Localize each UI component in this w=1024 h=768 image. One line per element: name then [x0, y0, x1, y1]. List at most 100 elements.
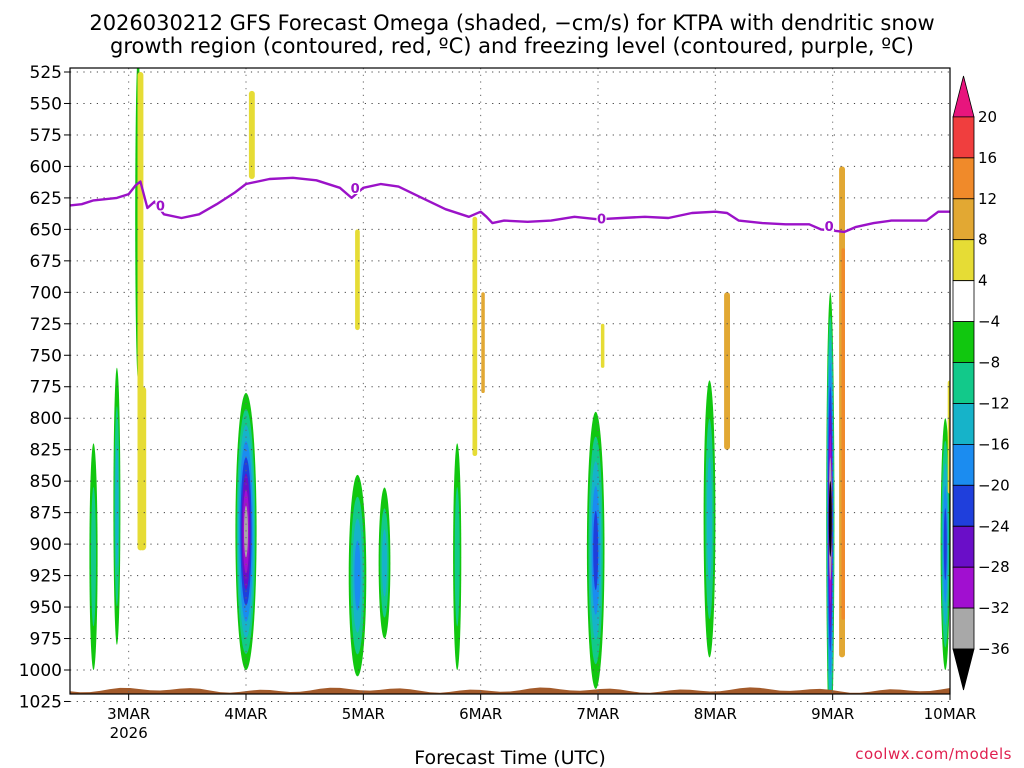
- omega-feature: [348, 474, 367, 677]
- colorbar-bin: [952, 443, 975, 486]
- freezing-label-bg: [596, 211, 607, 225]
- colorbar-label: −16: [978, 435, 1010, 453]
- x-tick-label: 10MAR: [924, 705, 977, 723]
- surface-terrain-band: [70, 687, 950, 694]
- colorbar-bin: [952, 239, 975, 281]
- y-tick-label: 525: [30, 63, 62, 83]
- freezing-label-bg: [824, 218, 835, 232]
- omega-contour-7: [454, 487, 460, 627]
- y-axis: 525 550 575 600 625 650 675 700 725 750 775 800 825 8…: [19, 63, 70, 712]
- freezing-label-bg: [155, 198, 166, 212]
- plot-frame: [69, 67, 951, 695]
- y-tick-label: 825: [30, 441, 62, 461]
- omega-contour-2: [115, 444, 119, 568]
- x-tick-label: 6MAR: [459, 705, 502, 723]
- y-tick-label: 750: [30, 346, 62, 366]
- y-tick-label: 875: [30, 504, 62, 524]
- omega-shading: [89, 68, 950, 694]
- x-tick-label: 3MAR: [107, 705, 150, 723]
- colorbar-label: −24: [978, 517, 1010, 535]
- omega-contour-9: [706, 457, 713, 581]
- colorbar: 20 16 12 8 4 −4 −8 −12 −16 −20 −24 −28 −32 −36: [952, 75, 1010, 691]
- colorbar-label: 12: [978, 190, 997, 208]
- freezing-level-contour: 0 0 0 0: [70, 176, 950, 235]
- colorbar-bin: [952, 607, 975, 650]
- y-tick-label: 800: [30, 409, 62, 429]
- colorbar-bin: [952, 116, 975, 159]
- omega-positive-band-10: [841, 248, 845, 620]
- x-tick-label: 8MAR: [694, 705, 737, 723]
- colorbar-bin: [952, 362, 975, 404]
- colorbar-bin: [952, 484, 975, 527]
- omega-positive-band-7: [600, 323, 605, 368]
- x-tick-label: 7MAR: [576, 705, 619, 723]
- colorbar-label: −28: [978, 558, 1010, 576]
- colorbar-label: −4: [978, 313, 1000, 331]
- y-tick-label: 975: [30, 630, 62, 650]
- omega-feature: [89, 443, 98, 670]
- freezing-label-bg: [350, 181, 361, 195]
- colorbar-label: 4: [978, 272, 988, 290]
- y-tick-label: 925: [30, 567, 62, 587]
- omega-contour-8: [593, 510, 599, 590]
- omega-feature: [113, 367, 121, 645]
- colorbar-bin: [952, 403, 975, 445]
- colorbar-label: −12: [978, 395, 1010, 413]
- x-tick-label: 4MAR: [224, 705, 267, 723]
- freezing-level-label: 0: [156, 200, 165, 215]
- omega-contour-11: [943, 508, 947, 581]
- colorbar-label: −36: [978, 640, 1010, 658]
- colorbar-max-arrow: [952, 75, 975, 118]
- omega-positive-band-2: [139, 386, 147, 551]
- grid-lines: [70, 68, 951, 702]
- freezing-level-label: 0: [825, 220, 834, 235]
- y-tick-label: 550: [30, 94, 62, 114]
- freezing-level-label: 0: [351, 182, 360, 197]
- surface-terrain: [70, 687, 950, 694]
- y-tick-label: 1025: [19, 692, 62, 712]
- y-tick-label: 650: [30, 220, 62, 240]
- omega-feature: [586, 411, 605, 689]
- colorbar-bin: [952, 198, 975, 241]
- y-tick-label: 625: [30, 189, 62, 209]
- omega-positive-band-8: [724, 292, 730, 450]
- colorbar-bin: [952, 157, 975, 200]
- chart-title-line-2: growth region (contoured, red, ºC) and f…: [110, 34, 914, 58]
- omega-contour-5: [354, 540, 361, 611]
- y-tick-label: 1000: [19, 661, 62, 681]
- y-tick-label: 700: [30, 283, 62, 303]
- y-tick-label: 725: [30, 315, 62, 335]
- colorbar-label: −20: [978, 476, 1010, 494]
- x-tick-sublabel: 2026: [110, 724, 148, 742]
- colorbar-min-arrow: [952, 648, 975, 691]
- x-tick-label: 9MAR: [811, 705, 854, 723]
- y-tick-label: 775: [30, 378, 62, 398]
- x-axis-title: Forecast Time (UTC): [414, 747, 605, 768]
- colorbar-bin: [952, 321, 975, 363]
- omega-feature: [703, 380, 716, 658]
- omega-feature: [453, 443, 462, 670]
- y-tick-label: 675: [30, 252, 62, 272]
- y-tick-label: 575: [30, 126, 62, 146]
- colorbar-label: 16: [978, 149, 997, 167]
- x-tick-label: 5MAR: [342, 705, 385, 723]
- colorbar-bin: [952, 566, 975, 609]
- omega-feature: [826, 292, 835, 694]
- colorbar-label: 8: [978, 231, 988, 249]
- omega-contour-6: [381, 529, 388, 597]
- omega-positive-band-6: [481, 292, 485, 393]
- y-tick-label: 900: [30, 535, 62, 555]
- omega-contour-10: [828, 481, 832, 557]
- omega-feature: [378, 487, 391, 639]
- y-tick-label: 850: [30, 472, 62, 492]
- y-tick-label: 950: [30, 598, 62, 618]
- freezing-level-label: 0: [597, 212, 606, 227]
- source-credit: coolwx.com/models: [855, 745, 1012, 763]
- omega-positive-band-5: [472, 216, 478, 456]
- colorbar-label: −8: [978, 354, 1000, 372]
- colorbar-bin: [952, 280, 975, 323]
- colorbar-bin: [952, 525, 975, 568]
- freezing-level-line: [70, 176, 950, 234]
